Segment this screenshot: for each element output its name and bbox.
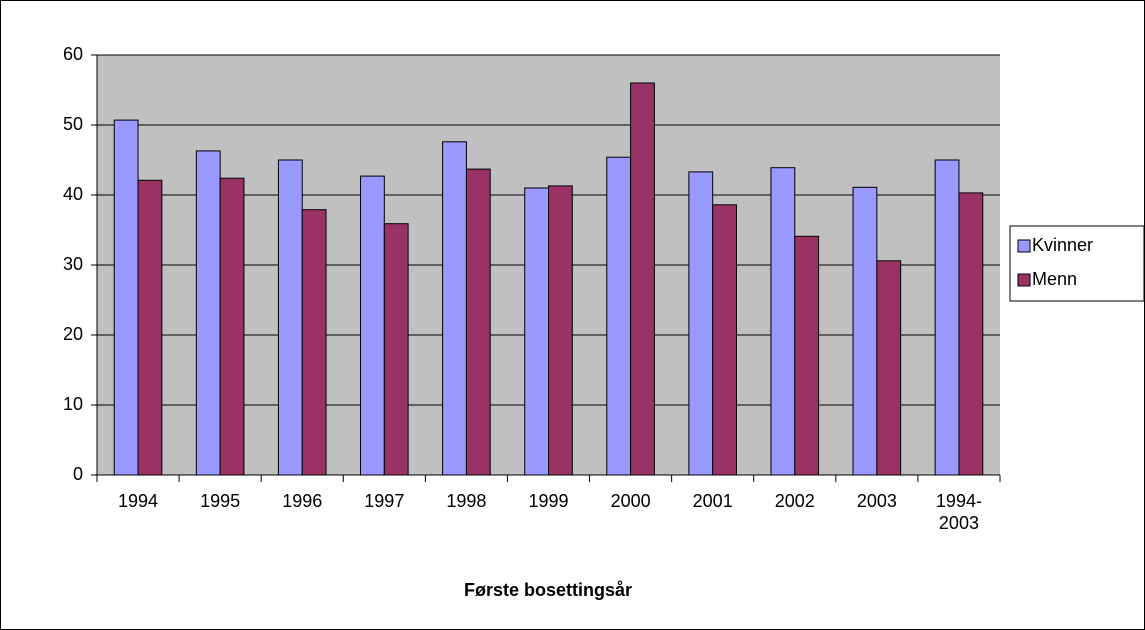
bar <box>137 179 163 476</box>
bar <box>360 175 385 476</box>
x-tick-label: 1998 <box>446 491 486 511</box>
bar <box>524 187 550 476</box>
y-tick-label: 50 <box>63 114 83 134</box>
legend-label: Kvinner <box>1032 235 1093 255</box>
legend-label: Menn <box>1032 269 1077 289</box>
bar <box>688 171 714 476</box>
x-tick-label: 1995 <box>200 491 240 511</box>
bar <box>958 192 984 476</box>
bar <box>442 141 467 476</box>
bar <box>770 167 796 476</box>
bar <box>852 186 878 476</box>
x-tick-label: 1994 <box>118 491 158 511</box>
x-tick-label: 1994-2003 <box>936 491 982 533</box>
y-tick-label: 10 <box>63 394 83 414</box>
bar <box>383 223 409 476</box>
bar <box>876 260 902 476</box>
x-axis-title: Første bosettingsår <box>464 580 632 600</box>
x-tick-label: 1996 <box>282 491 322 511</box>
y-tick-label: 60 <box>63 44 83 64</box>
bar <box>113 119 139 476</box>
bar <box>195 150 221 476</box>
x-tick-label: 1999 <box>528 491 568 511</box>
x-tick-label: 2001 <box>693 491 733 511</box>
y-tick-label: 30 <box>63 254 83 274</box>
bar <box>548 185 573 476</box>
x-tick-label: 2000 <box>611 491 651 511</box>
legend-swatch <box>1017 273 1031 287</box>
bar <box>934 159 960 476</box>
bar <box>630 82 655 476</box>
y-tick-label: 20 <box>63 324 83 344</box>
x-tick-label: 2002 <box>775 491 815 511</box>
bar <box>301 209 327 476</box>
x-tick-label: 2003 <box>857 491 897 511</box>
legend-swatch <box>1017 239 1031 253</box>
bar <box>606 156 632 476</box>
y-tick-label: 0 <box>73 464 83 484</box>
bar <box>219 177 245 476</box>
bar <box>277 159 303 476</box>
bar <box>794 235 820 476</box>
y-tick-label: 40 <box>63 184 83 204</box>
legend-box <box>1009 225 1145 302</box>
bar <box>465 168 491 476</box>
x-tick-label: 1997 <box>364 491 404 511</box>
bar <box>712 204 737 476</box>
